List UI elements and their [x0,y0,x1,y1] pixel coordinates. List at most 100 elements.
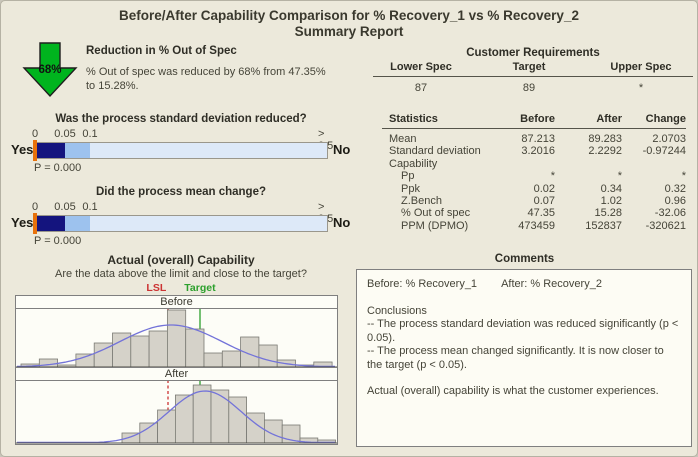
comments-title: Comments [494,253,555,265]
stats-row-label: Capability [389,157,438,170]
comments-variables-row: Before: % Recovery_1 After: % Recovery_2 [367,278,681,292]
significant-segment [35,216,65,231]
stats-row-value: 2.0703 [652,133,686,145]
stats-row-value: 0.32 [664,182,686,195]
stats-row: Z.Bench 0.07 1.02 0.96 [382,195,686,207]
statistics-table: Statistics Before After Change Mean 87.21… [382,113,686,232]
tick-005: 0.05 [54,201,76,213]
conclusion-bullet-1: -- The process standard deviation was re… [367,318,679,344]
stats-row-label: Z.Bench [401,195,442,208]
comments-footer: Actual (overall) capability is what the … [367,385,659,397]
stats-row-value [497,158,555,170]
p-value-marker [33,213,37,234]
stats-row: Pp * * * [382,170,686,182]
stats-row-value [622,158,686,170]
capability-subtitle: Are the data above the limit and close t… [55,268,307,280]
lsl-legend-label: LSL [146,282,167,294]
mean-gauge-bar-row: Yes No [11,213,351,234]
marginal-segment [65,143,90,158]
p-value-marker [33,140,37,161]
stats-row-value: * [681,170,686,183]
statistics-rows: Mean 87.213 89.283 2.0703 Standard deviation… [382,129,686,233]
stats-row-label: Mean [389,133,417,145]
stats-row-value: 2.2292 [588,145,622,158]
stats-row-label: Standard deviation [389,145,481,158]
target-legend-label: Target [184,282,216,294]
mean-gauge-question: Did the process mean change? [96,186,266,198]
col-before: Before [497,113,555,129]
stdev-gauge-no-label: No [333,142,351,157]
value-target: 89 [522,82,536,94]
tick-005: 0.05 [54,128,76,140]
value-lower-spec: 87 [414,82,428,94]
mean-gauge-p-value: P = 0.000 [34,235,82,247]
reduction-heading: Reduction in % Out of Spec [86,45,237,57]
stats-row-value: -320621 [645,219,686,232]
stats-row-value: 89.283 [588,133,622,145]
stats-row-label: Pp [401,170,415,183]
stats-row: Standard deviation 3.2016 2.2292 -0.97244 [382,145,686,157]
significant-segment [35,143,65,158]
conclusion-bullet-2: -- The process mean changed significantl… [367,345,664,371]
stats-row-value: 3.2016 [521,145,555,158]
statistics-header-row: Statistics Before After Change [382,113,686,129]
stats-row: Mean 87.213 89.283 2.0703 [382,129,686,146]
svg-text:After: After [165,368,189,380]
reduction-percentage: 68% [38,64,62,76]
mean-gauge-scale: 0 0.05 0.1 > 0.5 [11,201,351,225]
stats-row-label: PPM (DPMO) [401,219,469,232]
page-title-line1: Before/After Capability Comparison for %… [119,8,579,23]
header-target: Target [512,61,546,73]
stats-row-label: % Out of spec [401,207,471,220]
mean-gauge: Did the process mean change? 0 0.05 0.1 … [11,186,351,247]
stats-row: Ppk 0.02 0.34 0.32 [382,183,686,195]
stats-row-value: * [617,170,622,183]
stats-row-value: 0.34 [600,182,622,195]
stats-row-value: 473459 [518,219,555,232]
stdev-gauge-bar-row: Yes No [11,140,351,161]
stats-row-label: Ppk [401,182,420,195]
stats-row: % Out of spec 47.35 15.28 -32.06 [382,207,686,219]
stats-row: PPM (DPMO) 473459 152837 -320621 [382,220,686,232]
stats-row-value: 87.213 [521,133,555,145]
reduction-body-line1: % Out of spec was reduced by 68% from 47… [86,66,326,78]
stdev-gauge: Was the process standard deviation reduc… [11,113,351,174]
stats-row-value: 0.02 [533,182,555,195]
value-upper-spec: * [638,82,644,94]
conclusions-title: Conclusions [367,304,427,317]
tick-01: 0.1 [82,201,98,213]
after-variable: After: % Recovery_2 [501,278,602,290]
reduction-arrow-icon: 68% [22,42,78,98]
green-down-arrow-icon [22,42,78,98]
customer-requirements-table: Customer Requirements Lower Spec Target … [373,47,693,94]
capability-histogram: Before After [15,295,338,450]
stats-row: Capability [382,158,686,170]
before-variable: Before: % Recovery_1 [367,278,478,290]
tick-0: 0 [31,128,39,140]
customer-requirements-values: 87 89 * [373,77,693,94]
stats-row-value: * [550,170,555,183]
mean-gauge-no-label: No [333,215,351,230]
stats-row-value [555,158,622,170]
stdev-gauge-scale: 0 0.05 0.1 > 0.5 [11,128,351,152]
page-title-line2: Summary Report [294,24,404,39]
mean-gauge-yes-label: Yes [11,215,34,230]
stats-row-value: 152837 [585,219,622,232]
mean-gauge-bar [33,213,328,234]
col-change: Change [622,113,686,129]
customer-requirements-headers: Lower Spec Target Upper Spec [373,61,693,77]
stats-row-value: 47.35 [527,207,555,220]
comments-box: Before: % Recovery_1 After: % Recovery_2… [356,269,692,447]
page-title: Before/After Capability Comparison for %… [1,8,697,40]
header-lower-spec: Lower Spec [390,61,452,73]
marginal-segment [65,216,90,231]
stats-row-value: -0.97244 [642,145,686,158]
stats-row-value: 0.96 [664,195,686,208]
stats-row-value: 15.28 [594,207,622,220]
capability-title: Actual (overall) Capability [107,253,255,267]
svg-text:Before: Before [160,296,192,308]
tick-0: 0 [31,201,39,213]
stdev-gauge-bar [33,140,328,161]
reduction-body-line2: to 15.28%. [86,80,139,92]
